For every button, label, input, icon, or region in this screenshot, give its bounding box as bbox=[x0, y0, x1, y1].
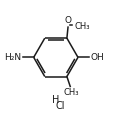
Text: CH₃: CH₃ bbox=[74, 22, 90, 31]
Text: H₂N: H₂N bbox=[4, 53, 22, 62]
Text: OH: OH bbox=[90, 53, 104, 62]
Text: CH₃: CH₃ bbox=[63, 88, 79, 97]
Text: O: O bbox=[64, 17, 71, 25]
Text: Cl: Cl bbox=[55, 101, 65, 111]
Text: H: H bbox=[52, 95, 60, 105]
